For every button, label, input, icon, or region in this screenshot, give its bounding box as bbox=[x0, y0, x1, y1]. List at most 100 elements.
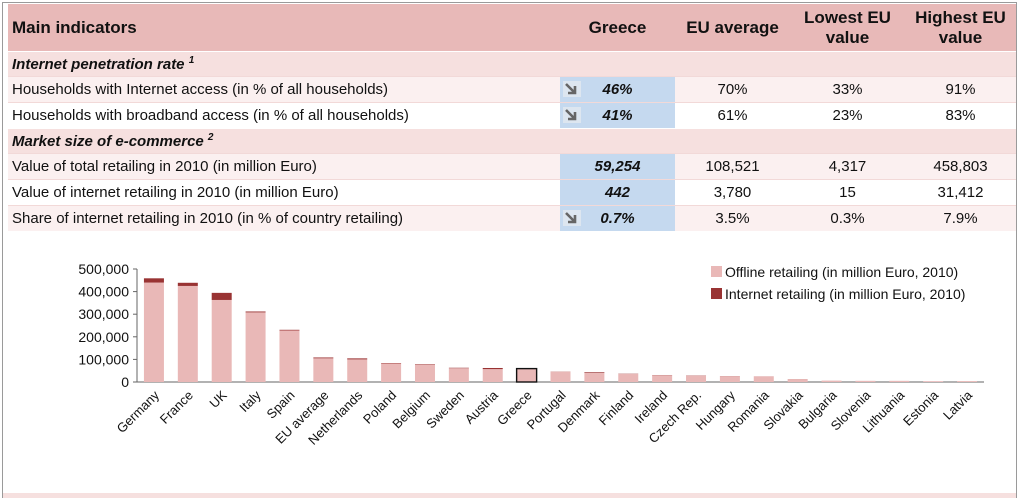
highest-eu-value: 7.9% bbox=[905, 205, 1016, 231]
bar-offline-retailing bbox=[143, 282, 164, 382]
bar-offline-retailing bbox=[652, 375, 673, 382]
header-lowest-eu-value: Lowest EU value bbox=[790, 4, 905, 52]
indicator-label: Value of total retailing in 2010 (in mil… bbox=[8, 153, 560, 180]
bar-offline-retailing bbox=[516, 368, 537, 382]
bar-offline-retailing bbox=[787, 379, 808, 382]
bar-offline-retailing bbox=[448, 368, 469, 382]
bar-offline-retailing bbox=[889, 380, 910, 382]
indicator-label: Households with Internet access (in % of… bbox=[8, 76, 560, 103]
greece-value: 59,254 bbox=[560, 153, 675, 180]
greece-value: 46% bbox=[560, 76, 675, 103]
y-tick-label: 100,000 bbox=[78, 351, 129, 367]
trend-down-arrow-icon bbox=[563, 210, 581, 226]
legend-swatch bbox=[711, 288, 722, 299]
greece-value: 442 bbox=[560, 179, 675, 206]
lowest-eu-value: 33% bbox=[790, 76, 905, 103]
lowest-eu-value: 15 bbox=[790, 179, 905, 206]
x-tick-label: France bbox=[157, 388, 196, 427]
section-title: Market size of e-commerce 2 bbox=[8, 128, 1016, 154]
greece-value: 0.7% bbox=[560, 205, 675, 231]
bottom-band bbox=[3, 493, 1016, 498]
lowest-eu-value: 4,317 bbox=[790, 153, 905, 180]
legend-swatch bbox=[711, 266, 722, 277]
bar-internet-retailing bbox=[482, 367, 503, 370]
bar-internet-retailing bbox=[279, 329, 300, 331]
x-tick-label: Austria bbox=[462, 387, 502, 427]
footnote-marker: 2 bbox=[207, 132, 214, 143]
y-tick-label: 400,000 bbox=[78, 284, 129, 300]
lowest-eu-value: 23% bbox=[790, 102, 905, 129]
bar-internet-retailing bbox=[143, 278, 164, 283]
bar-offline-retailing bbox=[347, 359, 368, 382]
legend-label: Offline retailing (in million Euro, 2010… bbox=[725, 264, 958, 280]
legend: Offline retailing (in million Euro, 2010… bbox=[711, 264, 965, 302]
eu-average-value: 108,521 bbox=[675, 153, 790, 180]
trend-down-arrow-icon bbox=[563, 81, 581, 97]
bar-offline-retailing bbox=[245, 312, 266, 382]
bar-internet-retailing bbox=[584, 372, 605, 373]
highest-eu-value: 31,412 bbox=[905, 179, 1016, 206]
header-greece: Greece bbox=[560, 4, 675, 52]
x-tick-label: UK bbox=[206, 387, 230, 411]
trend-down-arrow-icon bbox=[563, 107, 581, 123]
bar-offline-retailing bbox=[719, 376, 740, 382]
bar-offline-retailing bbox=[821, 380, 842, 382]
bar-offline-retailing bbox=[686, 375, 707, 382]
eu-average-value: 3,780 bbox=[675, 179, 790, 206]
x-tick-label: Germany bbox=[114, 387, 163, 436]
greece-value: 41% bbox=[560, 102, 675, 129]
eu-average-value: 3.5% bbox=[675, 205, 790, 231]
x-tick-label: Italy bbox=[236, 387, 264, 415]
bar-offline-retailing bbox=[855, 380, 876, 382]
bar-offline-retailing bbox=[381, 363, 402, 382]
section-title: Internet penetration rate 1 bbox=[8, 51, 1016, 77]
eu-average-value: 70% bbox=[675, 76, 790, 103]
bar-offline-retailing bbox=[177, 285, 198, 382]
header-main-indicators: Main indicators bbox=[8, 4, 560, 52]
bar-offline-retailing bbox=[313, 358, 334, 382]
legend-label: Internet retailing (in million Euro, 201… bbox=[725, 286, 965, 302]
table-row: Share of internet retailing in 2010 (in … bbox=[8, 205, 1016, 231]
table-row: Households with broadband access (in % o… bbox=[8, 102, 1016, 129]
eu-average-value: 61% bbox=[675, 102, 790, 129]
bar-offline-retailing bbox=[211, 299, 232, 382]
bar-internet-retailing bbox=[245, 311, 266, 313]
bar-offline-retailing bbox=[923, 381, 944, 382]
bar-internet-retailing bbox=[347, 358, 368, 360]
bar-offline-retailing bbox=[482, 369, 503, 382]
bar-offline-retailing bbox=[618, 373, 639, 382]
bar-internet-retailing bbox=[177, 282, 198, 286]
indicator-label: Value of internet retailing in 2010 (in … bbox=[8, 179, 560, 206]
greece-bar-outline bbox=[515, 367, 538, 383]
y-tick-label: 200,000 bbox=[78, 329, 129, 345]
bars bbox=[143, 278, 978, 383]
indicator-label: Households with broadband access (in % o… bbox=[8, 102, 560, 129]
highest-eu-value: 83% bbox=[905, 102, 1016, 129]
bar-internet-retailing bbox=[211, 292, 232, 300]
bar-offline-retailing bbox=[550, 371, 571, 382]
x-tick-label: Estonia bbox=[900, 387, 942, 429]
y-tick-label: 300,000 bbox=[78, 306, 129, 322]
retail-chart: 500,000 400,000 300,000 200,000 100,000 0 Ger… bbox=[78, 261, 984, 448]
header-highest-eu-value: Highest EU value bbox=[905, 4, 1016, 52]
indicator-label: Share of internet retailing in 2010 (in … bbox=[8, 205, 560, 231]
y-axis: 500,000 400,000 300,000 200,000 100,000 0 bbox=[78, 261, 984, 390]
section-row: Market size of e-commerce 2 bbox=[8, 128, 1016, 154]
bar-offline-retailing bbox=[584, 372, 605, 382]
lowest-eu-value: 0.3% bbox=[790, 205, 905, 231]
indicators-table: Main indicators Greece EU average Lowest… bbox=[8, 4, 1016, 231]
x-tick-label: Finland bbox=[596, 388, 637, 429]
table-row: Value of internet retailing in 2010 (in … bbox=[8, 179, 1016, 206]
bar-offline-retailing bbox=[753, 376, 774, 382]
bar-offline-retailing bbox=[414, 364, 435, 382]
x-tick-label: Latvia bbox=[940, 387, 976, 423]
table-row: Value of total retailing in 2010 (in mil… bbox=[8, 153, 1016, 180]
x-tick-label: Sweden bbox=[423, 388, 467, 432]
y-tick-label: 0 bbox=[121, 374, 129, 390]
header-eu-average: EU average bbox=[675, 4, 790, 52]
bar-internet-retailing bbox=[313, 357, 334, 359]
section-row: Internet penetration rate 1 bbox=[8, 51, 1016, 77]
highest-eu-value: 91% bbox=[905, 76, 1016, 103]
table-row: Households with Internet access (in % of… bbox=[8, 76, 1016, 103]
